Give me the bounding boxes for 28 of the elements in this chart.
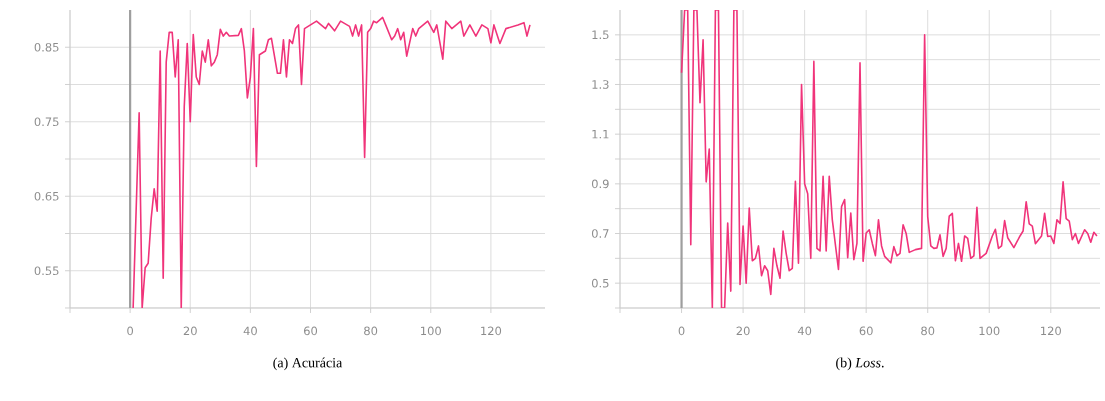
text: (b) Loss. — [836, 357, 884, 371]
x-tick-label: 120 — [481, 326, 502, 336]
x-tick-label: 60 — [303, 326, 318, 336]
x-tick-label: 0 — [127, 326, 134, 336]
x-tick-label: 120 — [1041, 326, 1061, 336]
y-tick-label: 0.9 — [591, 179, 609, 189]
x-tick-label: 80 — [364, 326, 378, 336]
y-tick-label: 0.55 — [34, 266, 59, 276]
y-tick-label: 1.1 — [592, 129, 609, 139]
y-tick-label: 1.3 — [592, 80, 609, 89]
y-tick-label: 1.5 — [592, 30, 609, 40]
y-tick-label: 0.75 — [34, 117, 59, 127]
y-tick-label: 0.85 — [34, 42, 59, 52]
x-tick-label: 60 — [859, 326, 873, 336]
y-tick-label: 0.65 — [34, 191, 59, 201]
x-tick-label: 0 — [678, 326, 685, 336]
x-tick-label: 20 — [736, 326, 750, 336]
x-tick-label: 40 — [243, 326, 257, 336]
x-tick-label: 20 — [183, 326, 197, 336]
line-series — [132, 16, 531, 308]
x-tick-label: 100 — [421, 326, 441, 336]
y-tick-label: 0.7 — [591, 229, 609, 238]
text: (a) Acurácia — [273, 357, 343, 371]
x-tick-label: 80 — [921, 326, 935, 336]
x-tick-label: 100 — [979, 326, 1000, 336]
y-tick-label: 0.5 — [591, 278, 609, 288]
x-tick-label: 40 — [797, 326, 812, 336]
line-series — [680, 10, 1098, 308]
